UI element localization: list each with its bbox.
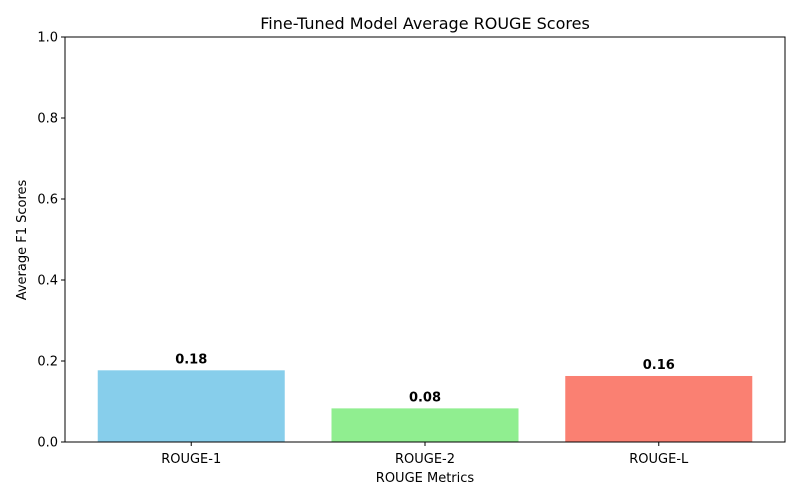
axes-frame [64,36,786,443]
y-tick-label: 0.2 [37,355,58,370]
y-tick-label: 1.0 [37,31,58,46]
x-tick-label-rouge-1: ROUGE-1 [161,452,221,467]
bar-rouge-l [565,375,753,442]
data-label-rouge-2: 0.08 [409,390,441,405]
y-axis-label: Average F1 Scores [15,179,30,300]
data-label-rouge-1: 0.18 [175,352,207,367]
bar-rouge-1 [97,370,285,442]
chart-title: Fine-Tuned Model Average ROUGE Scores [260,14,590,33]
y-tick-label: 0.6 [37,193,58,208]
bar-rouge-2 [331,408,519,442]
data-label-rouge-l: 0.16 [643,358,675,373]
x-tick-label-rouge-2: ROUGE-2 [395,452,455,467]
y-tick-label: 0.0 [37,436,58,451]
plot-area: 0.18 ROUGE-1 0.08 ROUGE-2 0.16 ROUGE-L 0.0 0.2 0… [37,31,786,467]
x-axis-label: ROUGE Metrics [376,471,475,486]
y-tick-label: 0.8 [37,112,58,127]
x-tick-label-rouge-l: ROUGE-L [629,452,689,467]
y-tick-label: 0.4 [37,274,58,289]
